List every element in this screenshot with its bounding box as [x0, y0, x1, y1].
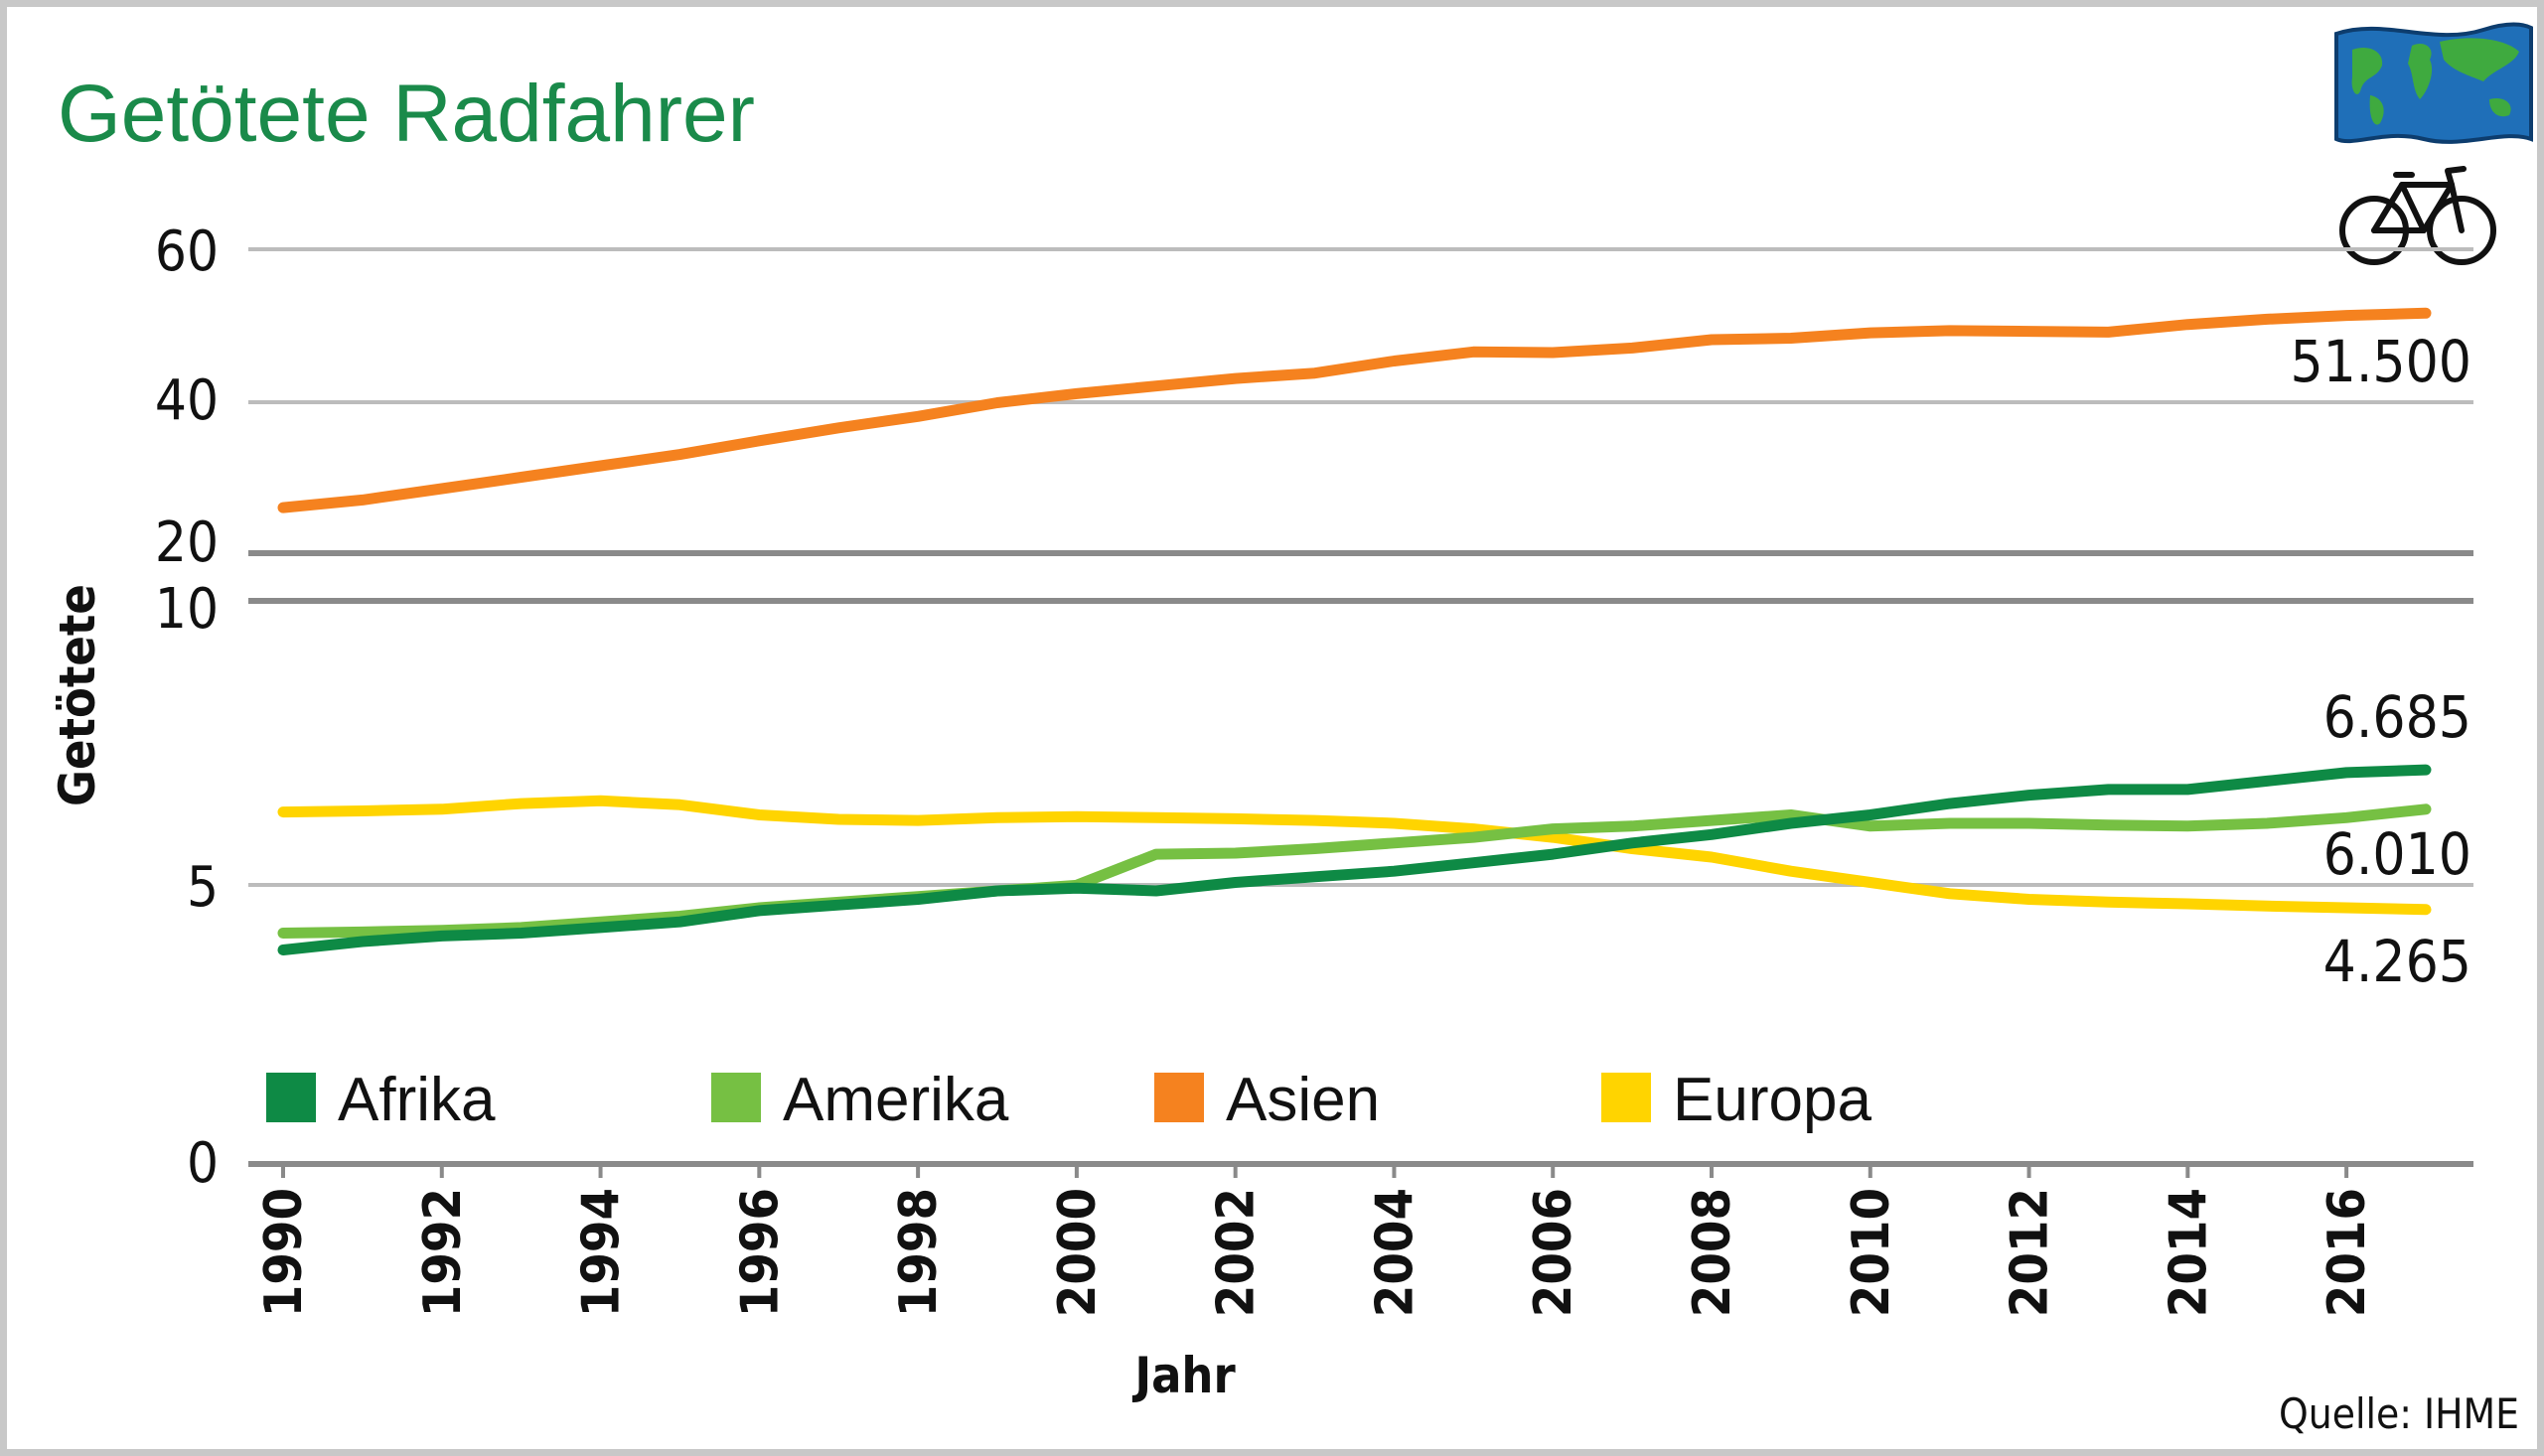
x-tick-label: 2010	[1842, 1188, 1901, 1317]
series-line-europa	[277, 795, 2432, 916]
legend-item-afrika: Afrika	[266, 1066, 496, 1134]
y-tick-label: 5	[187, 855, 219, 920]
source-note: Quelle: IHME	[2279, 1389, 2519, 1438]
series-line-asien	[277, 307, 2432, 513]
end-label-afrika: 6.685	[2323, 683, 2471, 751]
x-axis: 1990 1992 1994 1996 1998 2000 2002 2004 2006 2008…	[254, 1164, 2377, 1317]
x-axis-label: Jahr	[1131, 1347, 1236, 1404]
y-tick-label: 40	[155, 368, 219, 433]
chart-title: Getötete Radfahrer	[58, 69, 755, 159]
legend-swatch	[266, 1073, 316, 1122]
end-label-amerika: 6.010	[2323, 820, 2471, 888]
panel-separators	[248, 550, 2473, 1167]
x-tick-label: 1994	[572, 1188, 632, 1317]
x-tick-label: 2012	[2001, 1188, 2060, 1317]
series-line-afrika	[277, 764, 2432, 955]
legend-item-amerika: Amerika	[711, 1066, 1009, 1134]
legend-swatch	[1154, 1073, 1204, 1122]
legend: Afrika Amerika Asien Europa	[266, 1066, 1871, 1134]
y-tick-label: 20	[155, 510, 219, 575]
y-tick-label: 10	[155, 577, 219, 642]
end-label-europa: 4.265	[2323, 928, 2471, 995]
x-tick-label: 1990	[254, 1188, 314, 1317]
end-label-asien: 51.500	[2290, 328, 2471, 395]
x-tick-label: 2006	[1524, 1188, 1583, 1317]
legend-label: Amerika	[783, 1066, 1009, 1134]
x-tick-label: 2008	[1683, 1188, 1742, 1317]
y-tick-label: 60	[155, 219, 219, 284]
x-tick-label: 2004	[1365, 1188, 1424, 1317]
legend-item-asien: Asien	[1154, 1066, 1380, 1134]
x-tick-label: 1996	[730, 1188, 790, 1317]
y-tick-label: 0	[187, 1131, 219, 1196]
x-tick-label: 2016	[2318, 1188, 2377, 1317]
legend-swatch	[711, 1073, 761, 1122]
x-tick-label: 2014	[2159, 1188, 2218, 1317]
x-tick-label: 1992	[413, 1188, 473, 1317]
x-tick-label: 2000	[1048, 1188, 1108, 1317]
bicycle-icon	[2339, 166, 2496, 265]
legend-swatch	[1601, 1073, 1651, 1122]
legend-label: Asien	[1226, 1066, 1380, 1134]
y-axis: 60 40 20 10 5 0 Getötete	[49, 219, 219, 1196]
series-line-amerika	[277, 803, 2432, 939]
x-tick-label: 2002	[1207, 1188, 1267, 1317]
y-axis-label: Getötete	[49, 584, 106, 806]
series-layer	[277, 307, 2432, 955]
x-tick-label: 1998	[889, 1188, 949, 1317]
legend-label: Afrika	[338, 1066, 496, 1134]
world-map-flag-icon	[2334, 22, 2533, 144]
legend-item-europa: Europa	[1601, 1066, 1871, 1134]
gridlines	[248, 247, 2473, 887]
legend-label: Europa	[1673, 1066, 1871, 1134]
end-labels: 6.685 6.010 51.500 4.265	[2290, 328, 2471, 995]
